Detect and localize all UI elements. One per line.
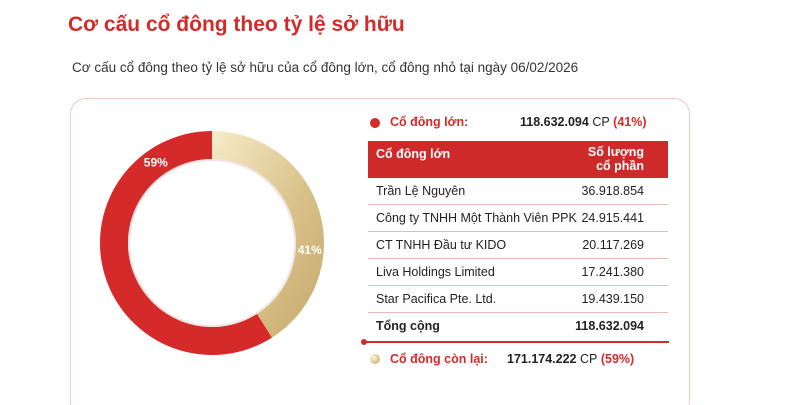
table-row: Trần Lệ Nguyên 36.918.854 (368, 178, 668, 205)
minor-label: Cổ đông còn lại: (390, 352, 488, 366)
row-qty: 17.241.380 (581, 265, 644, 279)
total-divider (361, 339, 669, 345)
row-name: CT TNHH Đầu tư KIDO (376, 238, 507, 252)
major-value: 118.632.094 (520, 115, 589, 129)
minor-value-group: 171.174.222 CP (59%) (507, 352, 634, 366)
table-row: CT TNHH Đầu tư KIDO 20.117.269 (368, 232, 668, 259)
table-row: Star Pacifica Pte. Ltd. 19.439.150 (368, 286, 668, 313)
donut-label-gold: 41% (298, 243, 322, 257)
table-row: Liva Holdings Limited 17.241.380 (368, 259, 668, 286)
total-label: Tổng cộng (376, 319, 440, 333)
col-header-qty-line1: Số lượng (587, 145, 644, 159)
minor-pct: (59%) (600, 352, 635, 366)
minor-shareholders-summary: Cổ đông còn lại: 171.174.222 CP (59%) (370, 351, 690, 371)
major-pct: (41%) (613, 115, 647, 129)
minor-value: 171.174.222 (507, 352, 577, 366)
donut-hole (128, 159, 296, 327)
col-header-qty: Số lượng cổ phần (588, 145, 644, 173)
table-row: Công ty TNHH Một Thành Viên PPK 24.915.4… (368, 205, 668, 232)
minor-dot-icon (370, 354, 380, 364)
row-qty: 19.439.150 (581, 292, 644, 306)
row-name: Liva Holdings Limited (376, 265, 495, 279)
major-label: Cổ đông lớn: (390, 115, 469, 129)
ownership-donut-chart: 59% 41% (97, 128, 327, 358)
table-total-row: Tổng cộng 118.632.094 (368, 313, 668, 340)
col-header-name: Cổ đông lớn (376, 147, 451, 161)
row-qty: 36.918.854 (581, 184, 644, 198)
major-dot-icon (370, 118, 380, 128)
total-qty: 118.632.094 (575, 319, 644, 333)
donut-svg: 59% 41% (100, 131, 325, 355)
row-name: Star Pacifica Pte. Ltd. (376, 292, 497, 306)
table-header: Cổ đông lớn Số lượng cổ phần (368, 141, 668, 178)
row-qty: 20.117.269 (582, 238, 644, 252)
donut-label-red: 59% (144, 156, 168, 170)
row-name: Trần Lệ Nguyên (376, 184, 466, 198)
row-name: Công ty TNHH Một Thành Viên PPK (376, 211, 577, 225)
major-shareholders-table: Cổ đông lớn Số lượng cổ phần Trần Lệ Ngu… (368, 141, 668, 340)
col-header-qty-line2: cổ phần (596, 159, 644, 173)
donut-slice-major-remainder (100, 131, 273, 355)
page-subtitle: Cơ cấu cổ đông theo tỷ lệ sở hữu của cổ … (72, 60, 579, 75)
page-title: Cơ cấu cổ đông theo tỷ lệ sở hữu (68, 13, 405, 36)
donut-slice-gold (212, 131, 325, 338)
major-shareholders-summary: Cổ đông lớn: 118.632.094 CP (41%) (370, 114, 670, 134)
row-qty: 24.915.441 (581, 211, 644, 225)
major-unit: CP (592, 115, 610, 129)
major-value-group: 118.632.094 CP (41%) (520, 115, 647, 129)
minor-unit: CP (580, 352, 598, 366)
